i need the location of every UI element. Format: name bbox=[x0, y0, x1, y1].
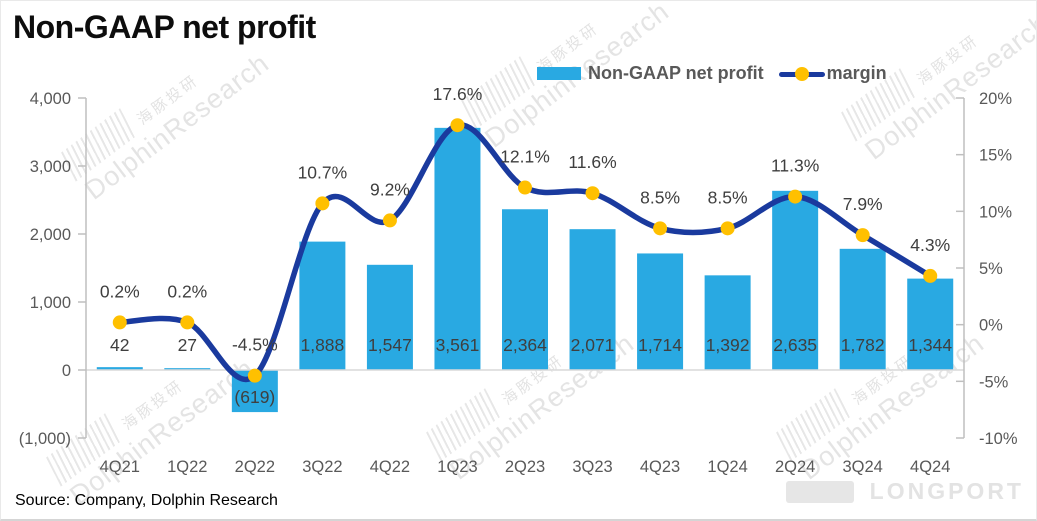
margin-value-label: 7.9% bbox=[843, 194, 883, 214]
legend-line-marker-dot bbox=[794, 66, 809, 81]
margin-value-label: 8.5% bbox=[708, 187, 748, 207]
bar-value-label: 27 bbox=[178, 335, 197, 355]
chart-title: Non-GAAP net profit bbox=[13, 9, 316, 45]
legend-bar-label: Non-GAAP net profit bbox=[588, 63, 764, 83]
bar-3Q23 bbox=[569, 229, 616, 370]
margin-marker-4Q23 bbox=[653, 221, 668, 236]
margin-marker-2Q22 bbox=[247, 368, 262, 383]
margin-marker-3Q23 bbox=[585, 186, 600, 201]
bar-1Q23 bbox=[434, 127, 481, 371]
margin-marker-2Q24 bbox=[788, 189, 803, 204]
bar-4Q23 bbox=[637, 253, 684, 370]
margin-value-label: 17.6% bbox=[433, 84, 483, 104]
bar-value-label: 1,714 bbox=[638, 335, 682, 355]
legend: Non-GAAP net profit margin bbox=[537, 63, 887, 84]
margin-value-label: 8.5% bbox=[640, 187, 680, 207]
margin-value-label: 9.2% bbox=[370, 179, 410, 199]
legend-line-swatch bbox=[778, 66, 825, 81]
x-axis-label-3Q23: 3Q23 bbox=[572, 458, 612, 476]
bar-value-label: 1,888 bbox=[300, 335, 344, 355]
margin-value-label: 10.7% bbox=[298, 162, 348, 182]
right-axis-tick-label: 20% bbox=[979, 90, 1012, 108]
bar-1Q22 bbox=[164, 368, 211, 371]
x-axis-label-3Q24: 3Q24 bbox=[843, 458, 883, 476]
margin-value-label: 12.1% bbox=[500, 147, 550, 167]
bar-value-label: 42 bbox=[110, 335, 129, 355]
bar-2Q23 bbox=[502, 209, 548, 370]
bar-value-label: 3,561 bbox=[436, 335, 480, 355]
bar-3Q22 bbox=[299, 241, 346, 370]
right-axis-tick-label: -5% bbox=[979, 373, 1009, 391]
right-axis-tick-label: 15% bbox=[979, 147, 1012, 165]
right-axis-tick-label: 10% bbox=[979, 203, 1012, 221]
bar-value-label: 2,071 bbox=[571, 335, 615, 355]
x-axis-label-4Q21: 4Q21 bbox=[100, 458, 140, 476]
x-axis-label-3Q22: 3Q22 bbox=[302, 458, 342, 476]
bar-value-label: 1,392 bbox=[706, 335, 750, 355]
margin-value-label: 11.3% bbox=[771, 156, 819, 176]
margin-marker-2Q23 bbox=[518, 180, 532, 195]
left-axis-tick-label: 4,000 bbox=[30, 90, 71, 108]
left-axis-tick-label: (1,000) bbox=[19, 430, 71, 448]
margin-marker-4Q22 bbox=[382, 213, 397, 228]
margin-marker-1Q22 bbox=[180, 315, 195, 330]
bar-2Q24 bbox=[772, 190, 819, 370]
x-axis-label-4Q24: 4Q24 bbox=[910, 458, 950, 476]
right-axis-tick-label: 5% bbox=[979, 260, 1003, 278]
legend-line-label: margin bbox=[826, 63, 887, 83]
x-axis-label-2Q22: 2Q22 bbox=[235, 458, 275, 476]
left-axis-tick-label: 1,000 bbox=[30, 294, 71, 312]
margin-value-label: 0.2% bbox=[100, 281, 140, 301]
margin-value-label: 4.3% bbox=[910, 235, 950, 255]
left-axis-tick-label: 0 bbox=[62, 362, 71, 380]
margin-marker-1Q24 bbox=[720, 221, 735, 236]
margin-marker-3Q22 bbox=[315, 196, 330, 211]
x-axis-label-1Q23: 1Q23 bbox=[437, 458, 477, 476]
margin-marker-4Q24 bbox=[923, 268, 938, 283]
left-axis-tick-label: 2,000 bbox=[30, 226, 71, 244]
margin-marker-4Q21 bbox=[112, 315, 127, 330]
bar-4Q22 bbox=[366, 264, 413, 370]
bar-value-label: (619) bbox=[234, 387, 275, 407]
x-axis-label-4Q23: 4Q23 bbox=[640, 458, 680, 476]
legend-bar-swatch bbox=[537, 67, 581, 80]
bar-value-label: 2,635 bbox=[773, 335, 817, 355]
margin-marker-3Q24 bbox=[855, 228, 870, 243]
bar-value-label: 1,344 bbox=[908, 335, 952, 355]
left-axis-tick-label: 3,000 bbox=[30, 158, 71, 176]
x-axis-label-1Q22: 1Q22 bbox=[167, 458, 207, 476]
margin-value-label: 11.6% bbox=[568, 152, 616, 172]
bar-value-label: 1,547 bbox=[368, 335, 412, 355]
margin-value-label: 0.2% bbox=[167, 281, 207, 301]
right-axis-tick-label: -10% bbox=[979, 430, 1018, 448]
x-axis-label-1Q24: 1Q24 bbox=[707, 458, 747, 476]
bar-4Q21 bbox=[96, 367, 143, 370]
bar-1Q24 bbox=[704, 275, 751, 370]
bar-3Q24 bbox=[839, 248, 886, 370]
margin-marker-1Q23 bbox=[450, 118, 465, 133]
bar-value-label: 2,364 bbox=[503, 335, 547, 355]
x-axis-label-4Q22: 4Q22 bbox=[370, 458, 410, 476]
right-axis-tick-label: 0% bbox=[979, 317, 1003, 335]
margin-value-label: -4.5% bbox=[232, 335, 278, 355]
x-axis-label-2Q24: 2Q24 bbox=[775, 458, 815, 476]
source-note: Source: Company, Dolphin Research bbox=[15, 492, 278, 509]
x-axis-label-2Q23: 2Q23 bbox=[505, 458, 545, 476]
bar-4Q24 bbox=[907, 278, 954, 370]
bar-value-label: 1,782 bbox=[841, 335, 885, 355]
